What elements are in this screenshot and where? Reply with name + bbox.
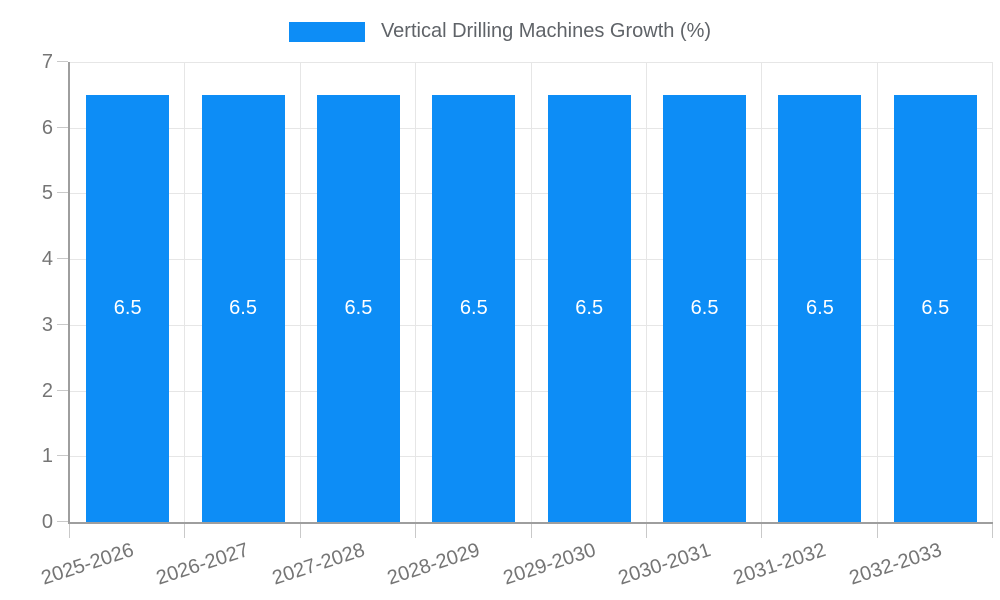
y-tick-mark <box>57 258 68 260</box>
x-tick-mark <box>992 524 993 538</box>
y-axis-tick-label: 3 <box>41 313 53 336</box>
x-gridline <box>530 62 532 522</box>
bar: 6.5 <box>201 94 285 522</box>
x-axis-tick-label: 2032-2033 <box>846 539 945 590</box>
legend-item[interactable]: Vertical Drilling Machines Growth (%) <box>0 20 1000 43</box>
x-tick-mark <box>299 524 301 538</box>
y-gridline <box>70 127 993 129</box>
y-gridline <box>70 390 993 392</box>
x-gridline <box>415 62 417 522</box>
y-tick-mark <box>57 389 68 391</box>
x-gridline <box>645 62 647 522</box>
y-axis-tick-label: 0 <box>41 511 53 533</box>
bar: 6.5 <box>316 94 400 522</box>
y-axis-tick-label: 6 <box>41 116 53 139</box>
bar-value-label: 6.5 <box>229 296 257 319</box>
x-gridline <box>299 62 301 522</box>
bar: 6.5 <box>86 94 170 522</box>
bar: 6.5 <box>778 94 862 522</box>
bar-value-label: 6.5 <box>690 296 719 319</box>
x-axis-tick-label: 2031-2032 <box>730 539 829 590</box>
y-gridline <box>70 193 993 195</box>
x-axis-tick-label: 2029-2030 <box>500 539 598 590</box>
y-axis-tick-label: 7 <box>41 51 53 73</box>
y-axis-tick-label: 4 <box>41 248 53 271</box>
bar: 6.5 <box>547 94 631 522</box>
plot-area: 0 1 2 3 4 5 6 7 6.5 6.5 6.5 6.5 6.5 6.5 6.5 6.5 2025-202… <box>39 52 993 589</box>
x-gridline <box>876 62 878 522</box>
x-axis-tick-label: 2027-2028 <box>269 539 368 590</box>
x-tick-mark <box>69 524 70 538</box>
y-tick-mark <box>57 323 68 325</box>
bar: 6.5 <box>893 94 977 522</box>
y-tick-mark <box>57 455 68 457</box>
x-tick-mark <box>876 524 878 538</box>
legend-swatch <box>288 21 365 42</box>
bar-value-label: 6.5 <box>921 296 950 319</box>
bar-value-label: 6.5 <box>806 296 834 319</box>
y-axis-tick-label: 2 <box>41 379 53 402</box>
bar-value-label: 6.5 <box>113 296 142 319</box>
x-tick-mark <box>530 524 532 538</box>
y-tick-mark <box>57 521 68 522</box>
bar: 6.5 <box>432 94 516 522</box>
x-axis-tick-label: 2025-2026 <box>38 539 137 590</box>
x-axis-tick-label: 2028-2029 <box>384 539 483 590</box>
x-gridline <box>184 62 186 522</box>
y-gridline <box>70 324 993 326</box>
bar-value-label: 6.5 <box>575 296 604 319</box>
x-gridline <box>761 62 763 522</box>
x-axis-tick-label: 2030-2031 <box>615 539 714 590</box>
y-gridline <box>70 456 993 458</box>
bar-value-label: 6.5 <box>459 296 488 319</box>
y-gridline <box>70 62 993 63</box>
x-axis-tick-label: 2026-2027 <box>154 539 252 590</box>
y-axis-tick-label: 1 <box>41 445 53 468</box>
x-tick-mark <box>415 524 417 538</box>
x-tick-mark <box>645 524 647 538</box>
x-tick-mark <box>184 524 186 538</box>
x-tick-mark <box>761 524 763 538</box>
y-gridline <box>70 259 993 261</box>
legend-label: Vertical Drilling Machines Growth (%) <box>380 20 712 42</box>
x-gridline <box>992 62 993 522</box>
bar: 6.5 <box>663 94 747 522</box>
y-tick-mark <box>57 126 68 128</box>
y-axis-tick-label: 5 <box>41 182 53 205</box>
y-tick-mark <box>57 192 68 194</box>
y-tick-mark <box>57 61 68 62</box>
bar-value-label: 6.5 <box>344 296 373 319</box>
